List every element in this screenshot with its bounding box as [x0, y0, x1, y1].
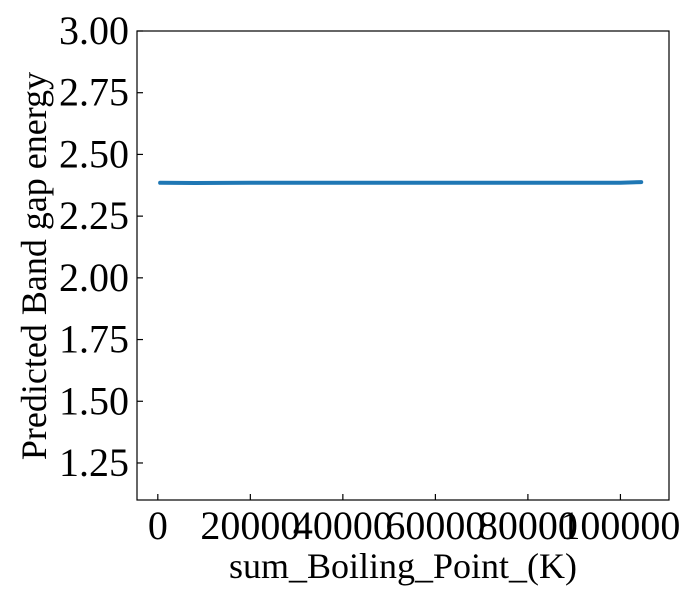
y-tick-label: 1.50 — [59, 378, 129, 423]
x-tick-label: 80000 — [478, 503, 578, 548]
series-layer — [158, 180, 644, 186]
plot-area — [136, 30, 670, 501]
y-tick-label: 2.00 — [59, 255, 129, 300]
y-tick-label: 2.25 — [59, 193, 129, 238]
y-tick-label: 2.50 — [59, 131, 129, 176]
y-tick-label: 1.75 — [59, 317, 129, 362]
series-line-0 — [158, 180, 644, 186]
x-tick-label: 20000 — [200, 503, 300, 548]
y-tick-label: 1.25 — [59, 440, 129, 485]
y-axis-label: Predicted Band gap energy — [14, 72, 54, 460]
x-tick-label: 60000 — [385, 503, 485, 548]
x-tick-label: 100000 — [560, 503, 680, 548]
x-axis-label: sum_Boiling_Point_(K) — [229, 546, 577, 586]
x-tick-label: 40000 — [293, 503, 393, 548]
y-axis-ticks: 1.25 1.50 1.75 2.00 2.25 2.50 2.75 3.00 — [59, 8, 143, 485]
x-tick-label: 0 — [148, 503, 168, 548]
y-tick-label: 3.00 — [59, 8, 129, 53]
y-tick-label: 2.75 — [59, 70, 129, 115]
